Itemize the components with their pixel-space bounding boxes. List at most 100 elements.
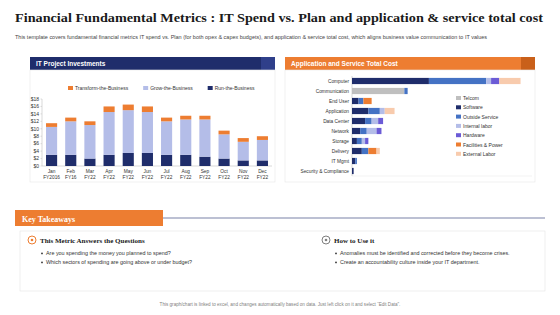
bar-segment — [499, 78, 520, 84]
bullet-dot — [41, 253, 43, 255]
bar-segment — [123, 105, 134, 111]
bar-segment — [353, 168, 354, 174]
x-tick-label-line: FY22 — [238, 175, 250, 180]
x-tick-label-line: FY22 — [84, 175, 96, 180]
x-tick-label-line: FY22 — [123, 175, 135, 180]
x-axis — [352, 176, 532, 177]
bar-segment — [238, 160, 249, 166]
bar-segment — [356, 158, 357, 164]
bar-segment — [238, 142, 249, 161]
legend-swatch — [456, 143, 461, 147]
bar-segment — [381, 128, 382, 134]
y-axis — [42, 99, 43, 166]
bar-segment — [429, 78, 486, 84]
x-tick-label-line: FY22 — [103, 175, 115, 180]
bar-segment — [377, 128, 382, 134]
bar-segment — [65, 155, 76, 166]
icon — [325, 239, 328, 242]
x-tick-label-line: FY16 — [65, 175, 77, 180]
y-tick-label: IT Mgmt — [331, 159, 349, 164]
bullet-text: Are you spending the money you planned t… — [46, 250, 171, 256]
legend: Transform-the-BusinessGrow-the-BusinessR… — [68, 85, 255, 91]
bar-segment — [161, 155, 172, 166]
x-tick-label-line: Nov — [239, 169, 248, 174]
x-tick-label-line: Apr — [105, 169, 113, 174]
bar-segment — [362, 148, 369, 154]
bar-segment — [142, 106, 153, 112]
bar-segment — [199, 119, 210, 156]
bar-segment — [46, 123, 57, 127]
x-tick-label-line: FY22 — [161, 175, 173, 180]
x-tick-label: MarFY22 — [84, 169, 96, 180]
bar-segment — [65, 118, 76, 122]
bar-segment — [352, 148, 362, 154]
legend-swatch — [456, 105, 461, 109]
x-tick-label-line: Aug — [181, 169, 190, 174]
bar-segment — [385, 108, 395, 114]
footer: This graph/chart is linked to excel, and… — [160, 302, 401, 307]
bullet-dot — [335, 253, 337, 255]
bar-segment — [46, 155, 57, 166]
bar-segment — [353, 168, 354, 174]
bar-segment — [491, 78, 499, 84]
chart-title: Application and Service Total Cost — [291, 60, 399, 68]
panel-header-accent — [261, 57, 275, 70]
bar-segment — [381, 128, 382, 134]
bar-segment — [161, 118, 172, 122]
bar-segment — [238, 138, 249, 142]
x-tick-label-line: Sep — [201, 169, 210, 174]
x-tick-label: NovFY22 — [238, 169, 250, 180]
bar-segment — [486, 78, 491, 84]
legend-label: Outside Service — [463, 114, 499, 120]
takeaways-heading: Key Takeaways — [22, 215, 75, 224]
bar-segment — [104, 112, 115, 155]
x-tick-label: AugFY22 — [180, 169, 192, 180]
bar-segment — [353, 168, 354, 174]
y-tick-label: Delivery — [332, 149, 350, 154]
bar-segment — [352, 128, 360, 134]
x-tick-label-line: Jul — [164, 169, 170, 174]
bar-segment — [180, 155, 191, 166]
bar-segment — [363, 98, 371, 104]
bar-segment — [355, 158, 357, 164]
bar-segment — [352, 138, 357, 144]
bar-segment — [199, 116, 210, 120]
bar-segment — [368, 138, 369, 144]
y-tick-label: $10 — [31, 126, 40, 132]
x-tick-label-line: FY22 — [199, 175, 211, 180]
legend: TelcomSoftwareOutside ServiceInternal la… — [456, 95, 503, 157]
x-tick-label-line: FY22 — [142, 175, 154, 180]
y-tick-label: Application — [326, 109, 350, 114]
y-tick-label: $14 — [31, 111, 40, 117]
column-title: How to Use it — [334, 237, 375, 245]
x-tick-label: FebFY16 — [65, 169, 77, 180]
bars — [352, 78, 521, 174]
bar-segment — [84, 159, 95, 166]
bar-segment — [367, 128, 377, 134]
bar-segment — [377, 148, 380, 154]
x-tick-label-line: Oct — [220, 169, 228, 174]
x-tick-label: JunFY22 — [142, 169, 154, 180]
bar-segment — [104, 155, 115, 166]
x-tick-label-line: Mar — [86, 169, 95, 174]
bar-segment — [352, 118, 365, 124]
y-tick-label: $0 — [33, 163, 39, 169]
legend-swatch — [456, 115, 461, 119]
bar-segment — [365, 138, 368, 144]
bar-segment — [257, 140, 268, 160]
bar-segment — [180, 116, 191, 120]
legend-swatch — [208, 86, 213, 90]
legend-label: Transform-the-Business — [75, 85, 129, 91]
bar-segment — [404, 88, 407, 94]
bar-segment — [356, 158, 357, 164]
bar-segment — [407, 88, 408, 94]
bullet-text: Create an accountability culture inside … — [340, 259, 480, 265]
y-tick-label: Security & Compliance — [300, 169, 349, 174]
y-tick-label: $8 — [33, 133, 39, 139]
bar-segment — [352, 168, 354, 174]
bar-segment — [365, 118, 372, 124]
bar-segment — [357, 138, 362, 144]
bar-segment — [407, 88, 408, 94]
bar-segment — [356, 158, 357, 164]
bar-segment — [359, 98, 364, 104]
